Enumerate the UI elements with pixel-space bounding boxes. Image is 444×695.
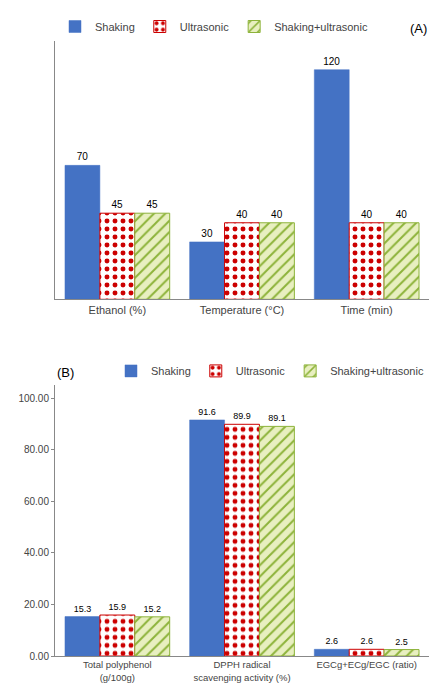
svg-text:(A): (A)	[410, 21, 427, 36]
svg-text:Ethanol (%): Ethanol (%)	[89, 304, 146, 316]
svg-text:Shaking+ultrasonic: Shaking+ultrasonic	[330, 365, 424, 377]
svg-text:120: 120	[323, 56, 340, 67]
svg-text:0.00: 0.00	[30, 651, 50, 662]
svg-text:20.00: 20.00	[24, 599, 49, 610]
svg-text:2.6: 2.6	[326, 636, 339, 646]
svg-text:91.6: 91.6	[198, 407, 216, 417]
svg-text:(B): (B)	[57, 365, 74, 380]
svg-text:EGCg+ECg/EGC (ratio): EGCg+ECg/EGC (ratio)	[316, 659, 417, 670]
svg-text:Shaking: Shaking	[151, 365, 191, 377]
svg-text:70: 70	[77, 151, 89, 162]
svg-text:40: 40	[236, 209, 248, 220]
svg-text:15.3: 15.3	[74, 604, 92, 614]
svg-text:45: 45	[112, 199, 124, 210]
svg-text:40: 40	[396, 209, 408, 220]
svg-text:89.9: 89.9	[233, 411, 251, 421]
svg-text:30: 30	[201, 228, 213, 239]
svg-text:15.9: 15.9	[109, 602, 127, 612]
svg-text:40: 40	[361, 209, 373, 220]
svg-text:80.00: 80.00	[24, 444, 49, 455]
svg-text:100.00: 100.00	[18, 393, 49, 404]
svg-text:DPPH radicalscavenging activit: DPPH radicalscavenging activity (%)	[193, 659, 290, 682]
svg-text:60.00: 60.00	[24, 496, 49, 507]
svg-text:40.00: 40.00	[24, 547, 49, 558]
svg-text:Ultrasonic: Ultrasonic	[180, 21, 229, 33]
svg-text:Time (min): Time (min)	[341, 304, 393, 316]
svg-text:2.5: 2.5	[395, 637, 408, 647]
svg-text:45: 45	[146, 199, 158, 210]
svg-text:Ultrasonic: Ultrasonic	[236, 365, 285, 377]
svg-text:2.6: 2.6	[360, 636, 373, 646]
svg-text:15.2: 15.2	[143, 604, 161, 614]
svg-text:89.1: 89.1	[268, 413, 286, 423]
svg-text:Shaking: Shaking	[95, 21, 135, 33]
svg-text:Shaking+ultrasonic: Shaking+ultrasonic	[274, 21, 368, 33]
svg-text:Total polyphenol(g/100g): Total polyphenol(g/100g)	[83, 659, 152, 682]
svg-text:Temperature (°C): Temperature (°C)	[200, 304, 284, 316]
svg-text:40: 40	[271, 209, 283, 220]
